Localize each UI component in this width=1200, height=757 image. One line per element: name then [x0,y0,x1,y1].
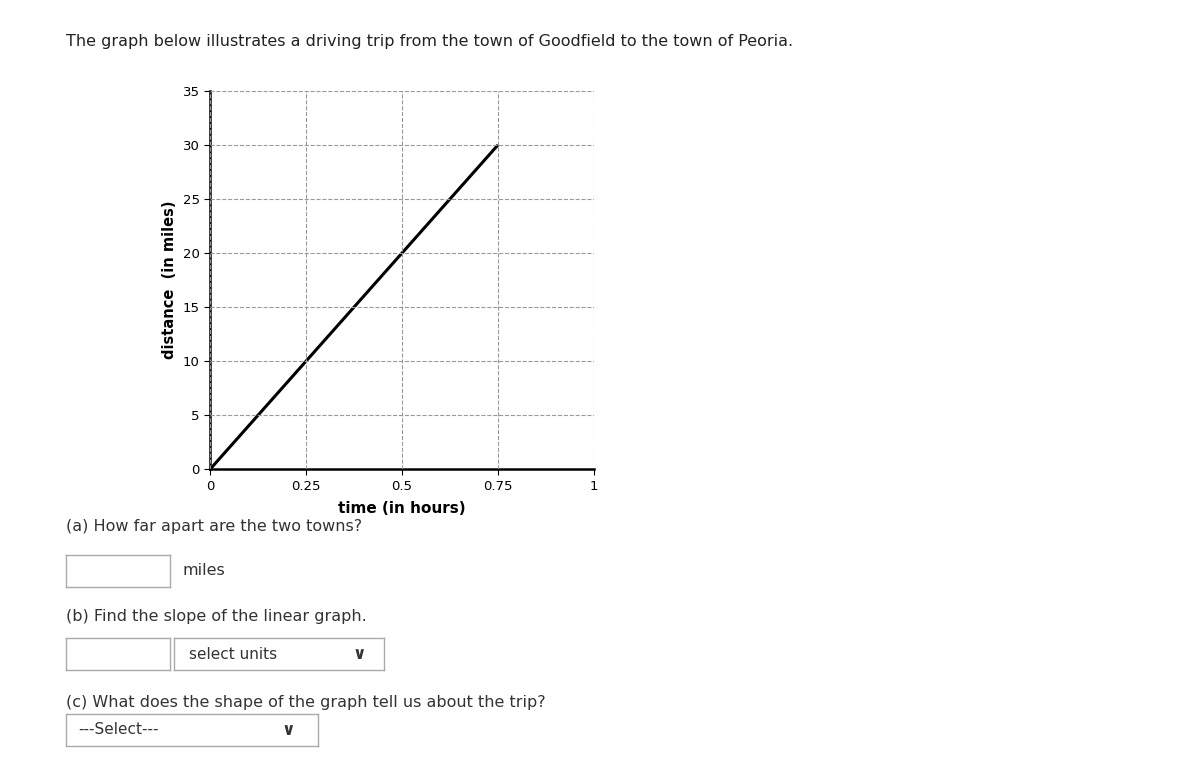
Text: (c) What does the shape of the graph tell us about the trip?: (c) What does the shape of the graph tel… [66,695,546,710]
Y-axis label: distance  (in miles): distance (in miles) [162,201,178,360]
Text: ∨: ∨ [352,645,366,663]
Text: ∨: ∨ [281,721,294,739]
Text: select units: select units [188,646,277,662]
Text: ---Select---: ---Select--- [79,722,160,737]
Text: (b) Find the slope of the linear graph.: (b) Find the slope of the linear graph. [66,609,367,625]
X-axis label: time (in hours): time (in hours) [338,501,466,516]
Text: miles: miles [182,563,226,578]
Text: (a) How far apart are the two towns?: (a) How far apart are the two towns? [66,519,362,534]
Text: The graph below illustrates a driving trip from the town of Goodfield to the tow: The graph below illustrates a driving tr… [66,34,793,49]
